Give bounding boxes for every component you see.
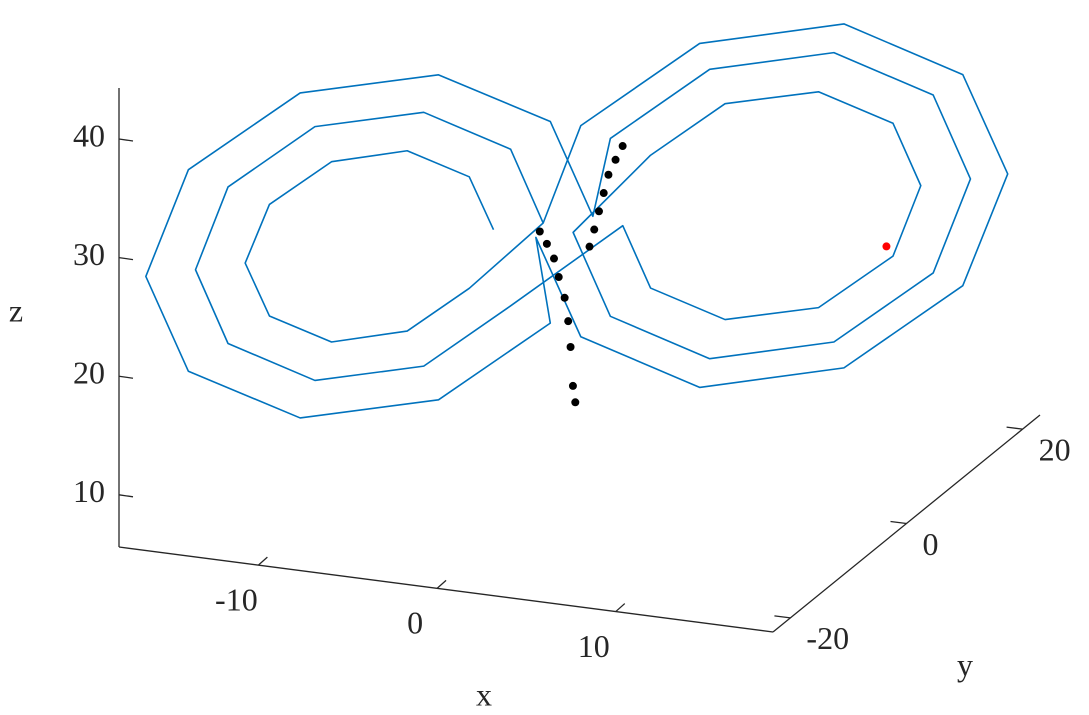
x-axis	[118, 546, 774, 633]
point	[882, 242, 891, 251]
point	[560, 293, 569, 302]
point	[599, 189, 608, 198]
y-tick-label: -20	[806, 620, 849, 656]
y-tick-label: 20	[1039, 431, 1071, 467]
x-tick	[257, 556, 268, 566]
point	[554, 273, 563, 282]
point	[564, 317, 573, 326]
y-tick	[1006, 426, 1023, 430]
x-tick-label: 0	[407, 605, 423, 641]
point	[571, 398, 580, 407]
point	[604, 170, 613, 179]
x-axis-label: x	[476, 676, 492, 712]
z-tick	[118, 138, 134, 142]
z-axis-label: z	[9, 292, 23, 328]
trajectory	[145, 23, 1009, 419]
y-tick	[774, 615, 791, 619]
y-tick-label: 0	[923, 526, 939, 562]
x-tick-label: 10	[578, 628, 610, 664]
point	[585, 242, 594, 251]
point	[542, 239, 551, 248]
z-tick	[118, 375, 134, 379]
point	[618, 142, 627, 151]
z-tick-label: 10	[73, 473, 105, 509]
z-tick	[118, 256, 134, 261]
z-tick	[118, 494, 134, 498]
x-tick-label: -10	[215, 581, 258, 617]
x-tick	[615, 603, 626, 613]
point	[566, 343, 575, 352]
point	[594, 207, 603, 216]
point	[590, 225, 599, 234]
point	[568, 381, 577, 390]
y-axis-label: y	[957, 646, 973, 682]
point	[535, 227, 544, 236]
z-tick-label: 20	[73, 355, 105, 391]
z-tick-label: 40	[73, 117, 105, 153]
z-tick-label: 30	[73, 236, 105, 272]
point	[611, 155, 620, 164]
point	[549, 254, 558, 263]
x-tick	[436, 579, 447, 589]
y-tick	[890, 520, 907, 525]
